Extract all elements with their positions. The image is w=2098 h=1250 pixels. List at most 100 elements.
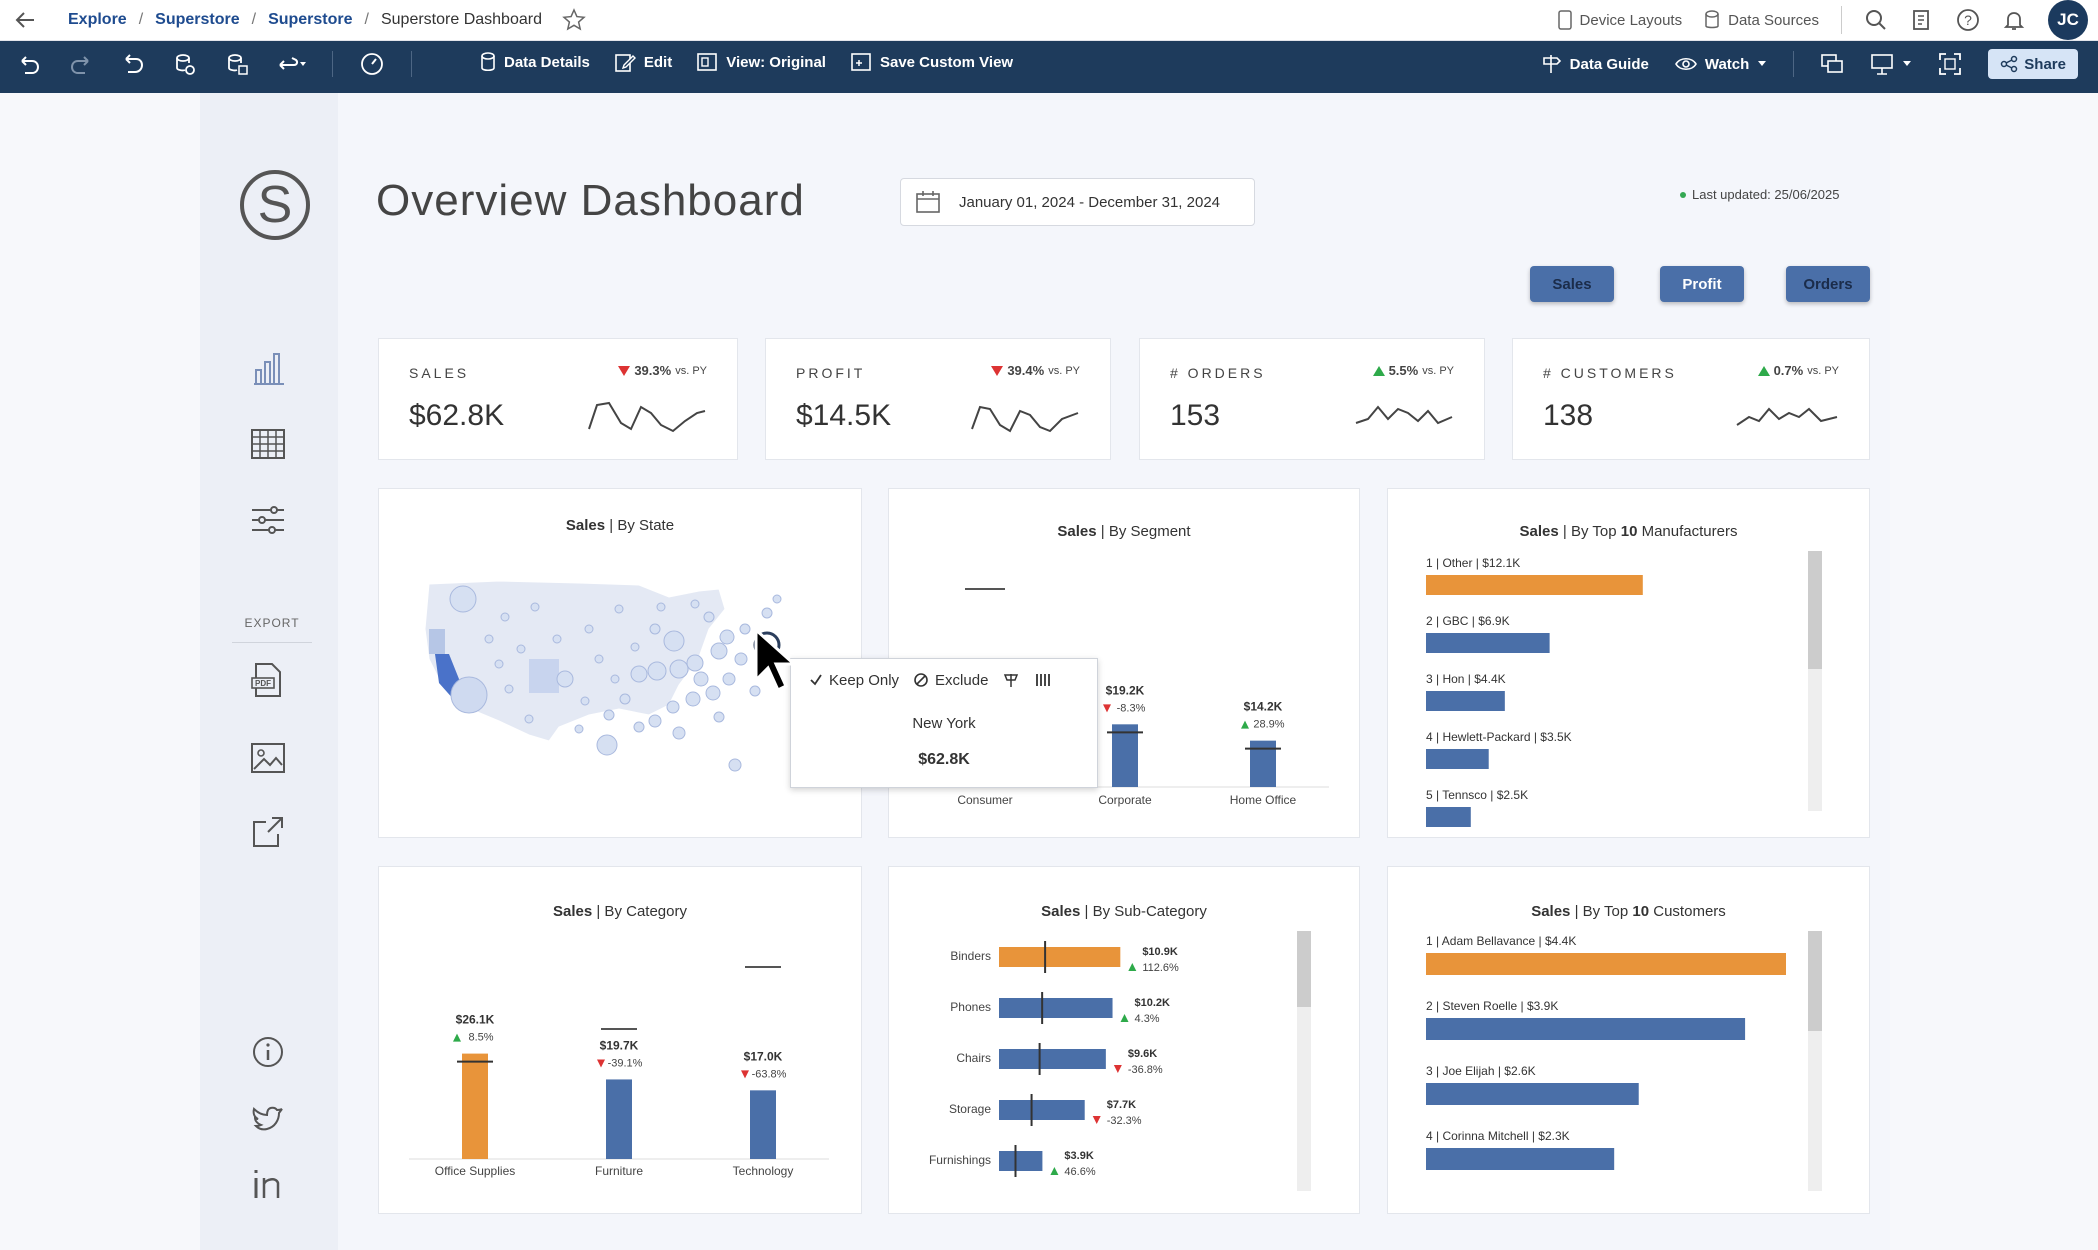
manufacturers-chart[interactable]: 1 | Other | $12.1K 2 | GBC | $6.9K 3 | Hon…	[1388, 489, 1871, 839]
kpi-change: 5.5% vs. PY	[1372, 363, 1454, 378]
search-icon[interactable]	[1864, 8, 1888, 32]
star-icon[interactable]	[562, 8, 586, 32]
fullscreen-icon[interactable]	[1938, 52, 1962, 76]
kpi-change-suffix: vs. PY	[1422, 364, 1454, 377]
save-custom-view-button[interactable]: Save Custom View	[850, 51, 1013, 73]
sales-toggle-button[interactable]: Sales	[1530, 266, 1614, 302]
redo-icon[interactable]	[68, 51, 94, 77]
dashboard-title: Overview Dashboard	[376, 176, 805, 225]
mouse-pointer-icon	[754, 628, 798, 693]
us-map[interactable]	[379, 489, 863, 839]
kpi-card-sales[interactable]: SALES $62.8K 39.3% vs. PY	[378, 338, 738, 460]
scrollbar-thumb[interactable]	[1808, 551, 1822, 669]
view-original-button[interactable]: View: Original	[696, 51, 826, 73]
performance-icon[interactable]	[359, 51, 385, 77]
replay-icon[interactable]	[276, 51, 306, 77]
table-icon[interactable]	[248, 424, 288, 464]
scrollbar-thumb[interactable]	[1297, 931, 1311, 1007]
panel-title-num: 10	[1632, 903, 1650, 920]
sparkline	[588, 401, 706, 433]
scrollbar-thumb[interactable]	[1808, 931, 1822, 1031]
data-details-button[interactable]: Data Details	[480, 51, 590, 73]
up-arrow-icon	[1241, 720, 1249, 729]
breadcrumb-project[interactable]: Superstore	[155, 11, 240, 28]
up-arrow-icon	[1372, 365, 1385, 376]
data-sources-button[interactable]: Data Sources	[1704, 10, 1819, 30]
watch-label: Watch	[1704, 55, 1750, 73]
export-label: EXPORT	[244, 616, 300, 630]
panel-title-rest: | By Top	[1558, 523, 1621, 540]
info-icon[interactable]	[248, 1032, 288, 1072]
customers-chart[interactable]: 1 | Adam Bellavance | $4.4K 2 | Steven Ro…	[1388, 867, 1871, 1215]
revert-icon[interactable]	[120, 51, 146, 77]
top-nav: Explore / Superstore / Superstore / Supe…	[0, 0, 2098, 41]
bar-label: 4 | Hewlett-Packard | $3.5K	[1426, 730, 1572, 744]
up-arrow-icon	[1050, 1167, 1059, 1175]
filters-icon[interactable]	[248, 500, 288, 540]
segment-chart[interactable]: Consumer Corporate $19.2K -8.3% Home Office $…	[889, 489, 1361, 839]
bar-label: 2 | Steven Roelle | $3.9K	[1426, 999, 1558, 1013]
undo-icon[interactable]	[16, 51, 42, 77]
bar-label: 1 | Other | $12.1K	[1426, 556, 1520, 570]
panel-title: Sales | By Segment	[889, 523, 1359, 540]
data-label: $10.2K	[1135, 997, 1171, 1009]
view-data-icon[interactable]	[1034, 671, 1052, 689]
new-item-icon[interactable]	[1910, 8, 1934, 32]
pdf-export-icon[interactable]: PDF	[248, 660, 288, 700]
present-button[interactable]	[1870, 52, 1912, 76]
kpi-card-orders[interactable]: # ORDERS 153 5.5% vs. PY	[1139, 338, 1485, 460]
subcategory-chart[interactable]: Binders $10.9K 112.6% Phones $10.2K 4.3% Chair…	[889, 867, 1361, 1215]
scrollbar[interactable]	[1808, 551, 1822, 811]
category-chart[interactable]: Office Supplies $26.1K 8.5% Furniture $19.7K…	[379, 867, 863, 1215]
toolbar-history-group	[16, 51, 412, 77]
kpi-card-customers[interactable]: # CUSTOMERS 138 0.7% vs. PY	[1512, 338, 1870, 460]
profit-toggle-label: Profit	[1682, 275, 1722, 293]
scrollbar[interactable]	[1808, 931, 1822, 1191]
user-avatar[interactable]: JC	[2048, 0, 2088, 40]
exclude-button[interactable]: Exclude	[913, 672, 988, 689]
data-label: $7.7K	[1107, 1099, 1136, 1111]
profit-toggle-button[interactable]: Profit	[1660, 266, 1744, 302]
presentation-icon	[1871, 54, 1894, 75]
external-link-icon[interactable]	[248, 812, 288, 852]
bell-icon[interactable]	[2002, 8, 2026, 32]
data-guide-button[interactable]: Data Guide	[1540, 53, 1649, 75]
group-icon[interactable]	[1002, 671, 1020, 689]
breadcrumb-separator: /	[364, 11, 369, 28]
bar-chart-icon[interactable]	[248, 348, 288, 388]
date-range-picker[interactable]: January 01, 2024 - December 31, 2024	[900, 178, 1255, 226]
refresh-data-icon[interactable]	[172, 51, 198, 77]
breadcrumb-explore[interactable]: Explore	[68, 11, 127, 28]
scrollbar[interactable]	[1297, 931, 1311, 1191]
breadcrumb-workbook[interactable]: Superstore	[268, 11, 353, 28]
pause-updates-icon[interactable]	[224, 51, 250, 77]
change-label: 8.5%	[468, 1032, 493, 1044]
data-label: $17.0K	[744, 1049, 783, 1063]
share-button[interactable]: Share	[1988, 49, 2078, 79]
bar	[1426, 1083, 1639, 1105]
kpi-value: 138	[1543, 399, 1594, 432]
panel-title-rest: | By Top	[1570, 903, 1633, 920]
linkedin-icon[interactable]	[248, 1164, 288, 1204]
keep-only-button[interactable]: Keep Only	[809, 672, 899, 689]
database-icon	[481, 52, 495, 72]
comments-icon[interactable]	[1820, 52, 1844, 76]
edit-button[interactable]: Edit	[614, 51, 672, 73]
watch-button[interactable]: Watch	[1674, 53, 1767, 75]
twitter-icon[interactable]	[248, 1099, 288, 1139]
view-original-label: View: Original	[726, 53, 826, 71]
chevron-down-icon	[1903, 61, 1912, 66]
device-layouts-button[interactable]: Device Layouts	[1557, 10, 1682, 30]
breadcrumb-separator: /	[138, 11, 144, 28]
kpi-label: PROFIT	[796, 365, 866, 381]
panel-title-tail: Manufacturers	[1637, 523, 1738, 540]
divider	[1841, 6, 1842, 34]
change-label: -36.8%	[1128, 1064, 1163, 1076]
orders-toggle-button[interactable]: Orders	[1786, 266, 1870, 302]
back-arrow-icon[interactable]	[12, 6, 40, 34]
y-tick-label: Storage	[949, 1102, 991, 1116]
keep-only-label: Keep Only	[829, 671, 900, 689]
help-icon[interactable]: ?	[1956, 8, 1980, 32]
kpi-card-profit[interactable]: PROFIT $14.5K 39.4% vs. PY	[765, 338, 1111, 460]
image-export-icon[interactable]	[248, 738, 288, 778]
